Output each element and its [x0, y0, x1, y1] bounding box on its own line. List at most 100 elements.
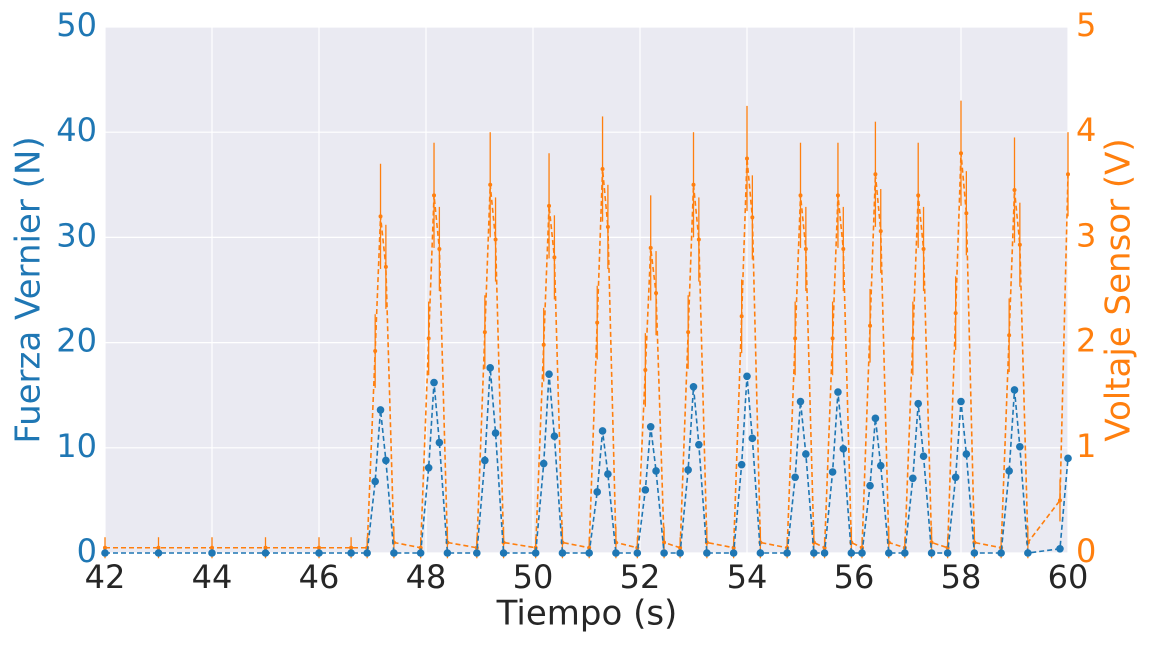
data-point [686, 330, 691, 335]
data-point [660, 549, 668, 557]
data-point [539, 459, 548, 468]
y-axis-label: Fuerza Vernier (N) [9, 136, 49, 443]
data-point [916, 193, 921, 198]
x-tick-label: 52 [620, 558, 661, 596]
data-point [1017, 242, 1022, 247]
y-tick-label: 20 [56, 322, 97, 360]
x-tick-label: 58 [941, 558, 982, 596]
data-point [868, 323, 873, 328]
y2-tick-label: 0 [1076, 532, 1096, 570]
data-point [545, 370, 553, 378]
data-point [830, 336, 835, 341]
x-tick-label: 56 [834, 558, 875, 596]
data-point [793, 336, 798, 341]
y-tick-label: 30 [56, 216, 97, 254]
data-point [443, 549, 452, 557]
data-point [921, 246, 926, 251]
data-point [473, 549, 481, 557]
data-point [605, 224, 610, 229]
data-point [416, 549, 425, 557]
data-point [598, 427, 607, 435]
data-point [363, 549, 371, 557]
data-point [437, 246, 442, 251]
data-point [901, 549, 909, 557]
data-point [558, 549, 567, 557]
y-tick-label: 50 [56, 6, 97, 44]
data-point [1007, 333, 1012, 338]
data-point [820, 549, 829, 557]
data-point [909, 474, 917, 483]
data-point [841, 246, 846, 251]
data-point [208, 549, 216, 557]
data-point [432, 193, 437, 198]
data-point [378, 214, 383, 219]
data-point [493, 237, 498, 242]
data-point [858, 549, 866, 557]
y2-axis-label: Voltaje Sensor (V) [1099, 138, 1139, 441]
data-point [835, 193, 840, 198]
data-point [695, 440, 703, 449]
data-point [866, 481, 874, 490]
data-point [914, 399, 922, 408]
data-point [430, 378, 438, 387]
y2-tick-label: 4 [1076, 111, 1096, 149]
data-point [1016, 442, 1024, 451]
data-point [541, 342, 546, 347]
data-point [839, 445, 848, 453]
data-point [426, 336, 431, 341]
data-point [876, 461, 885, 470]
data-point [943, 549, 952, 557]
data-point [491, 429, 500, 437]
data-point [919, 452, 928, 461]
data-point [390, 549, 398, 557]
data-point [756, 549, 765, 557]
data-point [531, 549, 540, 557]
data-point [878, 229, 883, 234]
data-point [847, 549, 856, 557]
data-point [349, 545, 354, 550]
data-point [382, 456, 390, 465]
data-point [748, 434, 757, 443]
x-tick-label: 48 [406, 558, 447, 596]
data-point [689, 382, 698, 391]
y-tick-label: 40 [56, 111, 97, 149]
data-point [646, 422, 655, 431]
y2-tick-label: 1 [1076, 427, 1096, 465]
data-point [371, 477, 379, 486]
data-point [997, 549, 1005, 557]
data-point [737, 460, 746, 469]
data-point [970, 549, 979, 557]
data-point [103, 545, 107, 550]
data-point [951, 473, 960, 482]
data-point [1066, 172, 1070, 177]
data-point [488, 182, 493, 187]
data-point [383, 264, 388, 269]
data-point [373, 349, 378, 354]
data-point [1057, 498, 1062, 503]
data-point [156, 545, 161, 550]
data-point [743, 372, 751, 381]
data-point [652, 467, 660, 475]
y-tick-label: 10 [56, 427, 97, 465]
data-point [261, 549, 270, 557]
y2-tick-label: 5 [1076, 6, 1096, 44]
x-tick-label: 60 [1048, 558, 1089, 596]
data-point [739, 314, 744, 319]
data-point [643, 367, 648, 372]
data-point [263, 545, 268, 550]
data-point [604, 470, 612, 478]
x-tick-label: 42 [85, 558, 126, 596]
data-point [317, 545, 321, 550]
data-point [210, 545, 214, 550]
data-point [871, 414, 880, 423]
data-point [486, 364, 495, 372]
data-point [1010, 386, 1019, 394]
data-point [703, 549, 711, 557]
data-point [641, 486, 650, 494]
data-point [791, 473, 799, 482]
data-point [927, 549, 936, 557]
y2-tick-label: 2 [1076, 322, 1096, 360]
data-point [696, 237, 701, 242]
data-point [424, 463, 433, 472]
